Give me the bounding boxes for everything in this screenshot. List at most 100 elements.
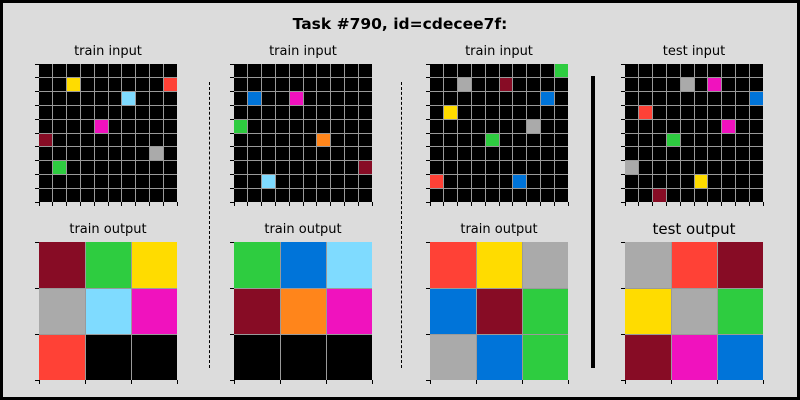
axis-tick <box>84 380 86 384</box>
axis-tick <box>35 104 39 106</box>
axis-tick <box>621 201 625 203</box>
gridline <box>148 64 150 202</box>
axis-tick <box>230 173 234 175</box>
gridline <box>234 287 372 289</box>
axis-tick <box>670 380 672 384</box>
gridline <box>234 333 372 335</box>
axis-tick <box>484 202 486 206</box>
axis-tick <box>475 380 477 384</box>
grid-cell <box>671 334 717 380</box>
gridline <box>670 242 672 380</box>
axis-tick <box>230 187 234 189</box>
axis-tick <box>426 333 430 335</box>
axis-tick <box>288 202 290 206</box>
separator-solid <box>591 76 595 368</box>
grid-cell <box>163 77 177 92</box>
axis-tick <box>679 202 681 206</box>
gridline <box>39 173 177 175</box>
axis-tick <box>512 202 514 206</box>
gridline <box>748 64 750 202</box>
axis-tick <box>35 146 39 148</box>
axis-tick <box>162 202 164 206</box>
gridline <box>430 287 568 289</box>
axis-tick <box>176 380 178 384</box>
grid-cell <box>554 64 568 78</box>
axis-tick <box>230 201 234 203</box>
grid-test-input <box>621 63 764 206</box>
panel-label-test-output: test output <box>652 220 736 238</box>
axis-tick <box>621 160 625 162</box>
axis-tick <box>426 287 430 289</box>
gridline <box>625 160 763 162</box>
axis-tick <box>429 202 431 206</box>
axis-tick <box>35 173 39 175</box>
axis-tick <box>621 91 625 93</box>
gridline <box>234 160 372 162</box>
grid-cell <box>234 242 280 288</box>
axis-tick <box>426 104 430 106</box>
grid-cell <box>149 146 164 161</box>
grid-cell <box>671 242 717 288</box>
axis-tick <box>371 202 373 206</box>
gridline <box>121 64 123 202</box>
grid-test-output <box>621 241 764 384</box>
axis-tick <box>148 202 150 206</box>
grid-cell <box>280 242 326 288</box>
grid-cell <box>694 174 708 189</box>
axis-tick <box>443 202 445 206</box>
grid-cell <box>326 288 372 334</box>
axis-tick <box>426 146 430 148</box>
axis-tick <box>230 379 234 381</box>
axis-tick <box>79 202 81 206</box>
grid-cell <box>430 242 476 288</box>
axis-tick <box>748 202 750 206</box>
gridline <box>721 64 723 202</box>
axis-tick <box>230 287 234 289</box>
axis-tick <box>230 77 234 79</box>
axis-tick <box>426 201 430 203</box>
gridline <box>734 64 736 202</box>
axis-tick <box>621 104 625 106</box>
grid-cell <box>522 242 568 288</box>
gridline <box>39 333 177 335</box>
axis-tick <box>35 201 39 203</box>
axis-tick <box>130 380 132 384</box>
grid-cell <box>717 334 763 380</box>
axis-tick <box>716 380 718 384</box>
axis-tick <box>330 202 332 206</box>
axis-tick <box>233 202 235 206</box>
grid-cell <box>625 160 639 175</box>
grid-cell <box>247 91 262 106</box>
axis-tick <box>567 380 569 384</box>
grid-cell <box>707 77 722 92</box>
axis-tick <box>176 202 178 206</box>
axis-tick <box>371 380 373 384</box>
grid-cell <box>430 288 476 334</box>
panel-label-train-input-2: train input <box>269 44 337 59</box>
axis-tick <box>707 202 709 206</box>
axis-tick <box>52 202 54 206</box>
grid-cell <box>358 160 372 175</box>
gridline <box>234 146 372 148</box>
gridline <box>234 187 372 189</box>
axis-tick <box>498 202 500 206</box>
axis-tick <box>35 132 39 134</box>
grid-cell <box>638 105 653 120</box>
axis-tick <box>624 380 626 384</box>
grid-cell <box>540 91 555 106</box>
gridline <box>526 64 528 202</box>
axis-tick <box>121 202 123 206</box>
gridline <box>39 132 177 134</box>
grid-cell <box>85 288 131 334</box>
axis-tick <box>621 379 625 381</box>
gridline <box>716 242 718 380</box>
axis-tick <box>621 287 625 289</box>
axis-tick <box>230 132 234 134</box>
gridline <box>539 64 541 202</box>
grid-cell <box>749 91 763 106</box>
panel-label-train-output-2: train output <box>264 222 342 237</box>
axis-tick <box>721 202 723 206</box>
axis-tick <box>35 91 39 93</box>
grid-cell <box>289 91 303 106</box>
axis-tick <box>426 241 430 243</box>
